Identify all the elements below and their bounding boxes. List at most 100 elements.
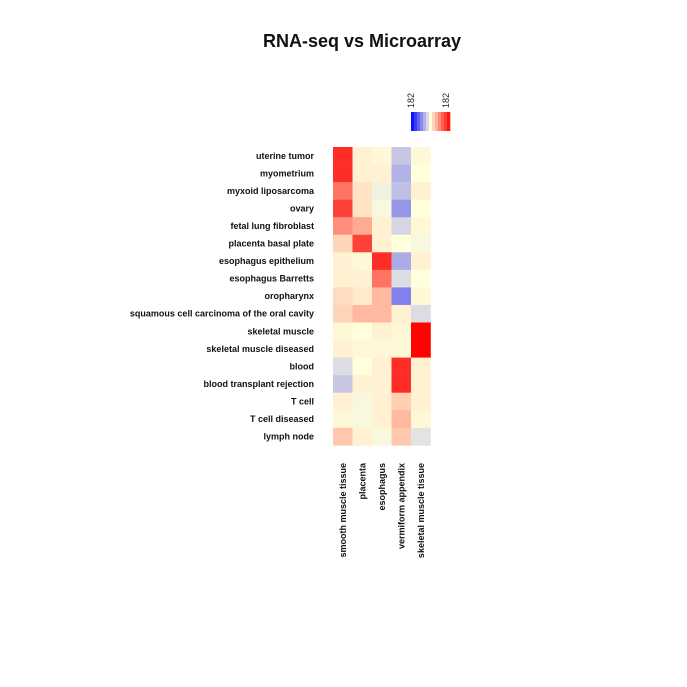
heatmap-cell [411,234,431,253]
heatmap-cell [352,340,373,358]
heatmap-cell [352,217,373,236]
heatmap-cell [333,340,353,358]
heatmap-cell [372,392,392,411]
heatmap-cell [391,427,412,446]
heatmap-cell [333,147,353,165]
heatmap-cell [333,234,353,253]
heatmap-cell [391,410,412,429]
column-label: placenta [357,462,367,500]
heatmap-cell [391,357,412,376]
heatmap-cell [333,375,353,393]
heatmap-cell [333,199,353,218]
row-label: lymph node [263,432,314,442]
heatmap-cell [391,199,412,218]
heatmap-cell [411,217,431,236]
heatmap-cell [372,322,392,341]
heatmap-cell [372,357,392,376]
heatmap-cell [411,164,431,183]
heatmap-cell [372,269,392,288]
legend-swatch [420,112,424,131]
heatmap-cell [411,357,431,376]
heatmap-cell [372,164,392,183]
legend-swatch [432,112,436,131]
legend-tick-label: 182 [406,93,416,108]
column-label: smooth muscle tissue [338,463,348,558]
heatmap-cell [333,322,353,341]
heatmap-cell [333,427,353,446]
row-label: squamous cell carcinoma of the oral cavi… [130,309,314,319]
heatmap-cell [372,147,392,165]
row-label: blood [290,361,315,371]
heatmap-cell [333,392,353,411]
heatmap-cell [352,164,373,183]
legend-swatch [417,112,421,131]
legend-swatch [447,112,451,131]
heatmap-cell [372,252,392,271]
heatmap-cell [352,182,373,200]
heatmap-cell [391,375,412,393]
heatmap-cell [391,217,412,236]
legend-swatch [438,112,442,131]
row-label: ovary [290,203,314,213]
heatmap-cell [333,287,353,306]
row-label: myxoid liposarcoma [227,186,315,196]
column-label: vermiform appendix [396,463,406,549]
row-label: myometrium [260,168,314,178]
row-labels: uterine tumor myometrium myxoid liposarcom… [130,151,315,442]
heatmap-cell [391,340,412,358]
heatmap-cell [411,182,431,200]
heatmap-cell [372,375,392,393]
color-legend: 182 182 [406,93,451,131]
legend-swatch [444,112,448,131]
row-label: T cell [291,396,314,406]
heatmap-cell [333,182,353,200]
heatmap-cell [372,199,392,218]
heatmap-cell [372,182,392,200]
heatmap-cell [391,322,412,341]
heatmap-cell [391,147,412,165]
heatmap-cell [333,217,353,236]
heatmap-cell [411,147,431,165]
heatmap-cell [372,217,392,236]
column-label: esophagus [377,463,387,511]
row-label: esophagus epithelium [219,256,314,266]
heatmap-cell [352,375,373,393]
heatmap-cell [333,304,353,323]
heatmap-cell [372,410,392,429]
heatmap-cell [391,304,412,323]
heatmap-cell [352,427,373,446]
heatmap-cell [352,357,373,376]
heatmap-cell [352,234,373,253]
row-label: skeletal muscle diseased [206,344,314,354]
legend-swatch [435,112,439,131]
heatmap-cell [411,427,431,446]
heatmap-cell [411,375,431,393]
legend-swatch [441,112,445,131]
heatmap-cell [391,252,412,271]
legend-swatch [414,112,418,131]
row-label: blood transplant rejection [203,379,314,389]
heatmap-cell [411,322,431,341]
row-label: esophagus Barretts [229,274,314,284]
heatmap-cell [333,164,353,183]
heatmap-cell [333,269,353,288]
heatmap-cell [391,164,412,183]
column-label: skeletal muscle tissue [416,463,426,558]
heatmap-cell [352,147,373,165]
heatmap-cell [411,410,431,429]
heatmap-cell [372,340,392,358]
heatmap-cell [372,287,392,306]
row-label: uterine tumor [256,151,315,161]
heatmap-cell [352,269,373,288]
heatmap-cell [411,287,431,306]
chart-title: RNA-seq vs Microarray [263,31,461,51]
row-label: fetal lung fibroblast [230,221,314,231]
heatmap-cell [352,304,373,323]
heatmap-cell [352,287,373,306]
row-label: T cell diseased [250,414,314,424]
legend-tick-label: 182 [441,93,451,108]
heatmap-cell [333,410,353,429]
heatmap-cell [372,234,392,253]
heatmap-cell [391,234,412,253]
